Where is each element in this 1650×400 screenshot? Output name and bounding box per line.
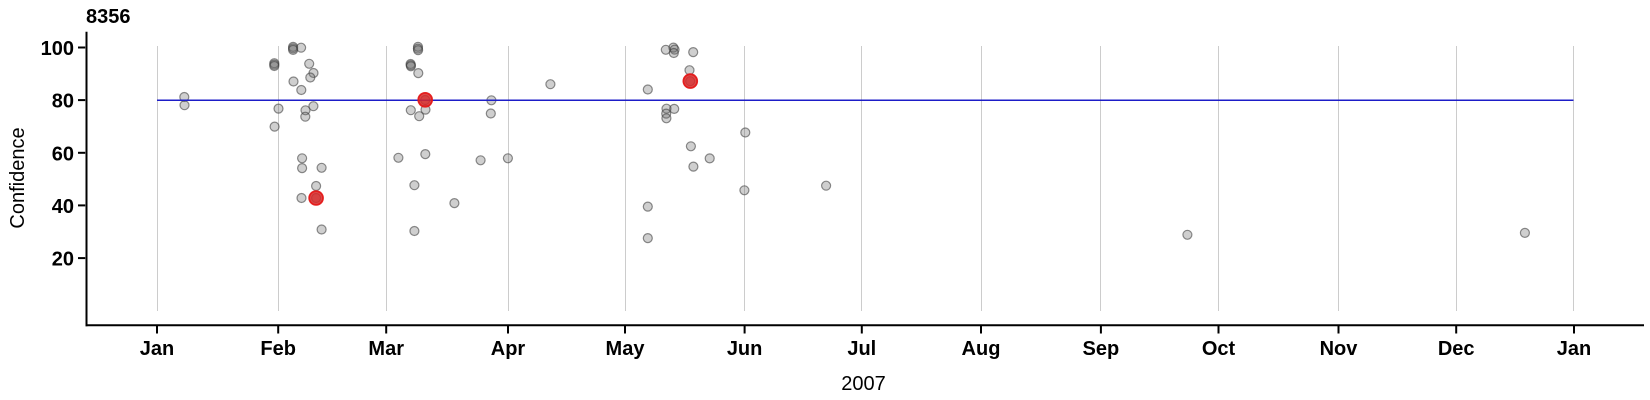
svg-text:Nov: Nov [1320, 338, 1359, 360]
svg-text:80: 80 [52, 91, 74, 113]
svg-text:8356: 8356 [86, 6, 131, 28]
svg-text:Feb: Feb [260, 338, 296, 360]
svg-text:Mar: Mar [368, 338, 404, 360]
svg-text:60: 60 [52, 143, 74, 165]
svg-text:Sep: Sep [1083, 338, 1120, 360]
svg-text:Jan: Jan [140, 338, 174, 360]
svg-text:Jul: Jul [847, 338, 876, 360]
svg-text:Dec: Dec [1438, 338, 1475, 360]
svg-text:Aug: Aug [962, 338, 1001, 360]
svg-text:Confidence: Confidence [7, 127, 29, 228]
svg-text:20: 20 [52, 249, 74, 271]
svg-text:100: 100 [41, 38, 74, 60]
svg-text:2007: 2007 [841, 373, 886, 395]
svg-text:Apr: Apr [491, 338, 526, 360]
svg-text:Jun: Jun [727, 338, 763, 360]
svg-text:Oct: Oct [1202, 338, 1236, 360]
svg-text:40: 40 [52, 196, 74, 218]
svg-text:Jan: Jan [1557, 338, 1591, 360]
svg-text:May: May [606, 338, 646, 360]
